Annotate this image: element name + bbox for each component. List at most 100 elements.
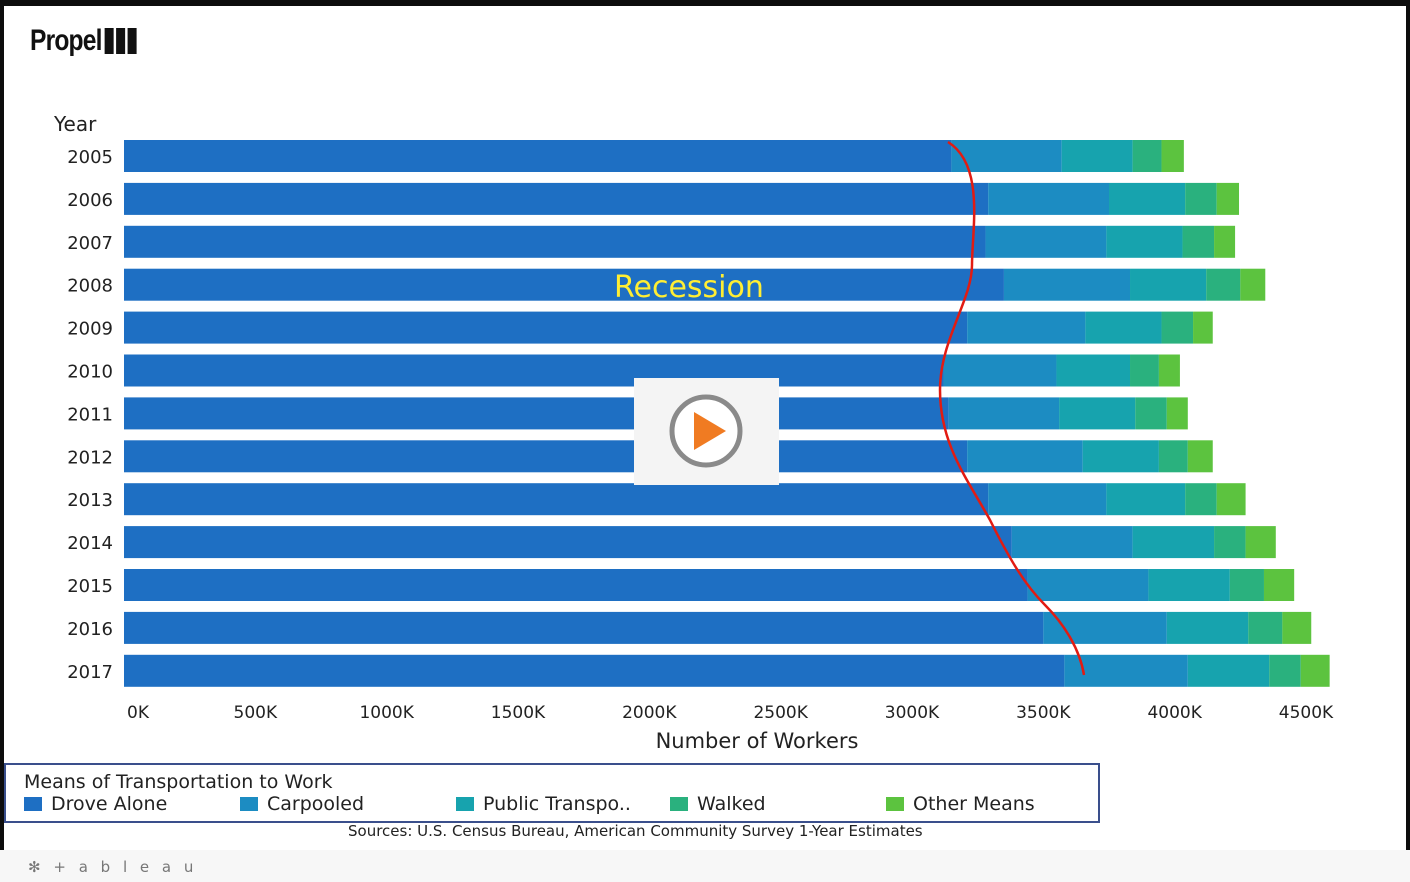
bar-segment[interactable] <box>1161 140 1184 172</box>
bar-segment[interactable] <box>1269 654 1301 687</box>
bar-segment[interactable] <box>967 440 1083 473</box>
bar-segment[interactable] <box>988 182 1109 215</box>
bar-segment[interactable] <box>1206 268 1241 301</box>
bar-segment[interactable] <box>124 182 989 215</box>
bar-segment[interactable] <box>124 140 952 172</box>
bar-segment[interactable] <box>1161 311 1194 344</box>
x-tick-label: 3000K <box>885 703 940 723</box>
bar-segment[interactable] <box>1187 654 1270 687</box>
x-tick-label: 2000K <box>622 703 677 723</box>
bar-segment[interactable] <box>1245 526 1276 559</box>
bar-segment[interactable] <box>943 354 1057 387</box>
bar-segment[interactable] <box>1182 225 1215 258</box>
bar-segment[interactable] <box>1187 440 1213 473</box>
legend-swatch <box>240 797 258 811</box>
recession-curve <box>938 140 1086 676</box>
play-button[interactable] <box>634 378 779 485</box>
bar-segment[interactable] <box>948 397 1060 430</box>
bar-segment[interactable] <box>124 569 1028 601</box>
bar-segment[interactable] <box>1158 440 1188 473</box>
bar-segment[interactable] <box>124 397 949 430</box>
bar-segment[interactable] <box>988 483 1107 516</box>
y-tick-label: 2015 <box>67 576 113 597</box>
bar-segment[interactable] <box>124 654 1065 687</box>
legend-label: Walked <box>697 793 766 815</box>
bar-segment[interactable] <box>1214 225 1236 258</box>
recession-label: Recession <box>614 270 764 305</box>
bar-segment[interactable] <box>1059 397 1136 430</box>
y-tick-label: 2017 <box>67 662 113 683</box>
x-tick-label: 4000K <box>1147 703 1202 723</box>
bar-segment[interactable] <box>1216 182 1240 215</box>
bar-segment[interactable] <box>1185 483 1217 516</box>
bar-segment[interactable] <box>124 268 1004 301</box>
bar-segment[interactable] <box>1106 483 1186 516</box>
x-tick-label: 1500K <box>491 703 546 723</box>
tableau-logo[interactable]: ✻ + a b l e a u <box>28 858 197 876</box>
bar-segment[interactable] <box>1082 440 1159 473</box>
bar-segment[interactable] <box>1003 268 1131 301</box>
bar-segment[interactable] <box>951 140 1062 172</box>
x-tick-label: 2500K <box>753 703 808 723</box>
bar-segment[interactable] <box>1109 182 1186 215</box>
x-tick-label: 0K <box>127 703 150 723</box>
bar-segment[interactable] <box>1106 225 1183 258</box>
bar-segment[interactable] <box>1132 140 1162 172</box>
y-tick-label: 2010 <box>67 362 113 383</box>
legend-item[interactable]: Walked <box>670 793 766 815</box>
bar-segment[interactable] <box>124 225 986 258</box>
y-tick-label: 2006 <box>67 190 113 211</box>
bar-segment[interactable] <box>1229 569 1264 601</box>
x-axis-label: Number of Workers <box>656 729 859 753</box>
bar-segment[interactable] <box>1061 140 1133 172</box>
bar-segment[interactable] <box>1135 397 1167 430</box>
legend-item[interactable]: Drove Alone <box>24 793 167 815</box>
bar-segment[interactable] <box>1263 569 1295 601</box>
y-tick-label: 2014 <box>67 533 113 554</box>
bar-segment[interactable] <box>985 225 1107 258</box>
y-tick-label: 2008 <box>67 276 113 297</box>
logo-text: Propel <box>30 24 102 57</box>
bar-segment[interactable] <box>1132 526 1215 559</box>
legend-title: Means of Transportation to Work <box>24 771 333 793</box>
bar-segment[interactable] <box>1214 526 1246 559</box>
bar-segment[interactable] <box>124 483 989 516</box>
bar-segment[interactable] <box>1248 611 1283 644</box>
bar-segment[interactable] <box>124 611 1044 644</box>
legend-swatch <box>24 797 42 811</box>
bar-segment[interactable] <box>1185 182 1217 215</box>
bar-segment[interactable] <box>1166 397 1188 430</box>
bar-segment[interactable] <box>1043 611 1167 644</box>
bar-segment[interactable] <box>1240 268 1266 301</box>
legend-item[interactable]: Other Means <box>886 793 1035 815</box>
bar-segment[interactable] <box>1166 611 1249 644</box>
bar-segment[interactable] <box>1216 483 1246 516</box>
bar-segment[interactable] <box>1130 354 1159 387</box>
bar-segment[interactable] <box>124 311 968 344</box>
bar-segment[interactable] <box>1300 654 1330 687</box>
legend-label: Carpooled <box>267 793 365 815</box>
y-tick-label: 2007 <box>67 233 113 254</box>
logo-mark <box>104 28 139 54</box>
tableau-brand: + a b l e a u <box>53 858 198 876</box>
bar-segment[interactable] <box>1056 354 1131 387</box>
bar-segment[interactable] <box>124 354 944 387</box>
bar-segment[interactable] <box>1064 654 1188 687</box>
bar-segment[interactable] <box>1011 526 1133 559</box>
bar-segment[interactable] <box>1027 569 1149 601</box>
bar-segment[interactable] <box>124 440 968 473</box>
bar-segment[interactable] <box>967 311 1086 344</box>
legend-item[interactable]: Public Transpo.. <box>456 793 631 815</box>
legend-item[interactable]: Carpooled <box>240 793 364 815</box>
bar-segment[interactable] <box>1282 611 1312 644</box>
bar-segment[interactable] <box>124 526 1012 559</box>
x-tick-label: 1000K <box>359 703 414 723</box>
bar-segment[interactable] <box>1148 569 1230 601</box>
bar-segment[interactable] <box>1085 311 1162 344</box>
bar-segment[interactable] <box>1193 311 1213 344</box>
bar-segment[interactable] <box>1130 268 1207 301</box>
y-tick-label: 2011 <box>67 404 113 425</box>
bar-segment[interactable] <box>1158 354 1180 387</box>
x-tick-label: 4500K <box>1279 703 1334 723</box>
propel-la-logo: Propel <box>30 22 139 60</box>
